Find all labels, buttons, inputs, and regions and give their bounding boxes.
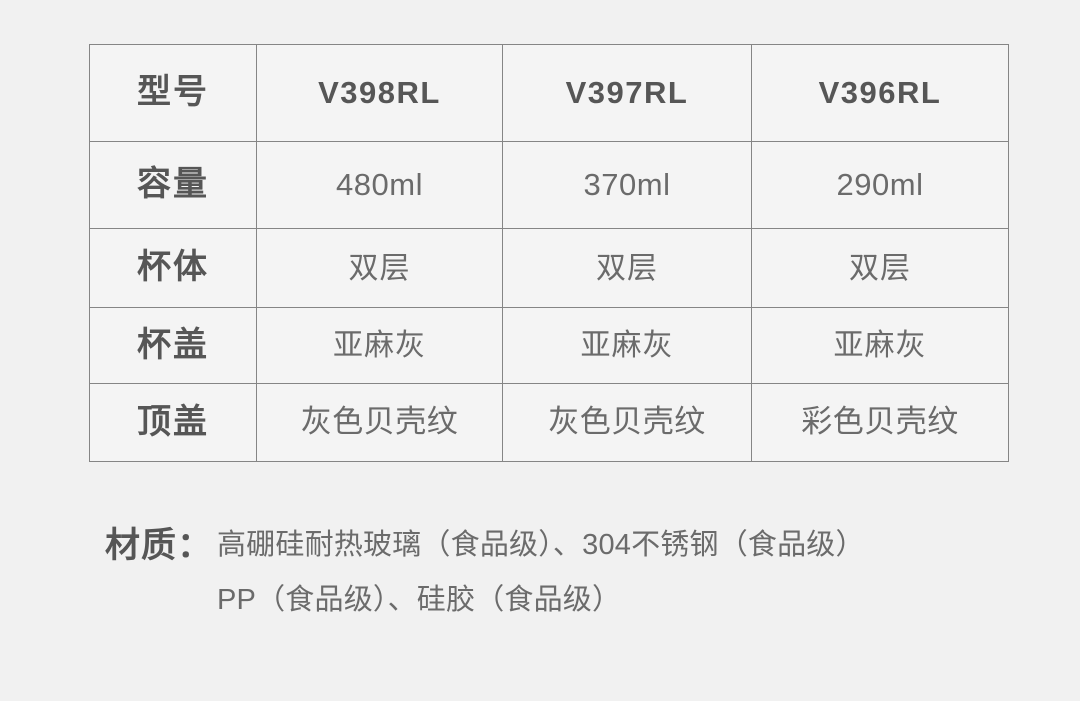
cell-cup-lid-col2: 亚麻灰 bbox=[502, 307, 752, 384]
material-line-1: 高硼硅耐热玻璃（食品级）、304不锈钢（食品级） bbox=[217, 529, 865, 561]
cell-model-v397rl: V397RL bbox=[502, 44, 752, 142]
material-value-group: 高硼硅耐热玻璃（食品级）、304不锈钢（食品级） PP（食品级）、硅胶（食品级） bbox=[213, 518, 1045, 628]
cell-model-v396rl: V396RL bbox=[751, 44, 1009, 142]
material-note: 材质： 高硼硅耐热玻璃（食品级）、304不锈钢（食品级） PP（食品级）、硅胶（… bbox=[105, 518, 1045, 628]
row-label-top-cover: 顶盖 bbox=[89, 383, 257, 462]
cell-cup-lid-col3: 亚麻灰 bbox=[751, 307, 1009, 384]
row-label-model: 型号 bbox=[89, 44, 257, 142]
cell-cup-body-col1: 双层 bbox=[256, 228, 503, 308]
table-row-capacity: 容量 480ml 370ml 290ml bbox=[89, 141, 1009, 229]
table-row-top-cover: 顶盖 灰色贝壳纹 灰色贝壳纹 彩色贝壳纹 bbox=[89, 383, 1009, 462]
row-label-cup-body: 杯体 bbox=[89, 228, 257, 308]
row-label-cup-lid: 杯盖 bbox=[89, 307, 257, 384]
specification-table: 型号 V398RL V397RL V396RL 容量 480ml 370ml 2… bbox=[89, 44, 1009, 462]
cell-cup-lid-col1: 亚麻灰 bbox=[256, 307, 503, 384]
cell-cup-body-col3: 双层 bbox=[751, 228, 1009, 308]
cell-top-cover-col2: 灰色贝壳纹 bbox=[502, 383, 752, 462]
cell-capacity-col1: 480ml bbox=[256, 141, 503, 229]
cell-top-cover-col1: 灰色贝壳纹 bbox=[256, 383, 503, 462]
material-label: 材质： bbox=[105, 526, 214, 565]
cell-model-v398rl: V398RL bbox=[256, 44, 503, 142]
cell-cup-body-col2: 双层 bbox=[502, 228, 752, 308]
cell-top-cover-col3: 彩色贝壳纹 bbox=[751, 383, 1009, 462]
table-row-cup-lid: 杯盖 亚麻灰 亚麻灰 亚麻灰 bbox=[89, 307, 1009, 384]
row-label-capacity: 容量 bbox=[89, 141, 257, 229]
cell-capacity-col2: 370ml bbox=[502, 141, 752, 229]
material-line-2: PP（食品级）、硅胶（食品级） bbox=[217, 584, 622, 616]
cell-capacity-col3: 290ml bbox=[751, 141, 1009, 229]
table-row-model: 型号 V398RL V397RL V396RL bbox=[89, 44, 1009, 142]
table-row-cup-body: 杯体 双层 双层 双层 bbox=[89, 228, 1009, 308]
